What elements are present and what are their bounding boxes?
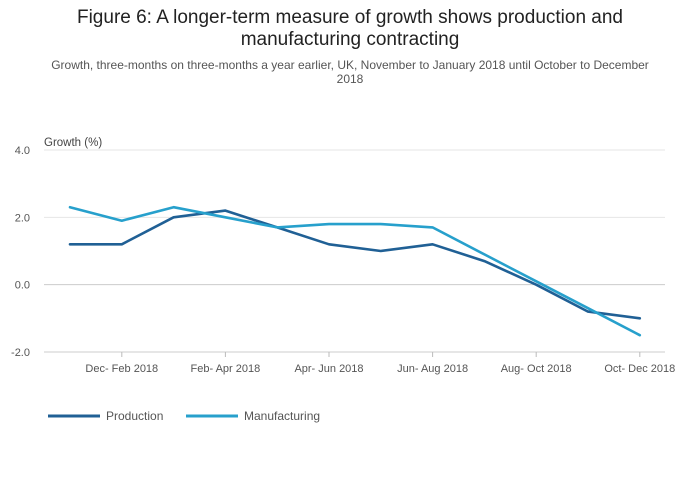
chart-subtitle: Growth, three-months on three-months a y… <box>51 58 649 86</box>
gridlines <box>44 149 665 353</box>
legend-label: Production <box>106 409 163 423</box>
legend-label: Manufacturing <box>244 409 320 423</box>
x-tick-label: Aug- Oct 2018 <box>501 363 572 375</box>
chart-title-line-2: manufacturing contracting <box>241 29 460 50</box>
x-tick-label: Oct- Dec 2018 <box>604 363 675 375</box>
x-tick-label: Dec- Feb 2018 <box>85 363 158 375</box>
chart-subtitle-line-2: 2018 <box>337 72 364 86</box>
chart-subtitle-line-1: Growth, three-months on three-months a y… <box>51 58 649 72</box>
y-tick-label: 4.0 <box>15 145 30 157</box>
y-tick-label: 0.0 <box>15 280 30 292</box>
chart-title: Figure 6: A longer-term measure of growt… <box>77 7 623 50</box>
legend: Production Manufacturing <box>48 409 320 423</box>
x-tick-label: Jun- Aug 2018 <box>397 363 468 375</box>
series-line-production <box>68 209 642 320</box>
series-lines <box>68 205 642 337</box>
x-axis: Dec- Feb 2018 Feb- Apr 2018 Apr- Jun 2018 J… <box>44 351 675 375</box>
y-axis-label: Growth (%) <box>44 137 102 149</box>
y-tick-label: 2.0 <box>15 212 30 224</box>
y-tick-label: -2.0 <box>11 347 30 359</box>
x-tick-label: Apr- Jun 2018 <box>294 363 363 375</box>
chart-title-line-1: Figure 6: A longer-term measure of growt… <box>77 7 623 28</box>
y-axis-ticks: 4.0 2.0 0.0 -2.0 <box>11 145 30 359</box>
x-tick-label: Feb- Apr 2018 <box>191 363 261 375</box>
series-line-manufacturing <box>68 205 642 337</box>
